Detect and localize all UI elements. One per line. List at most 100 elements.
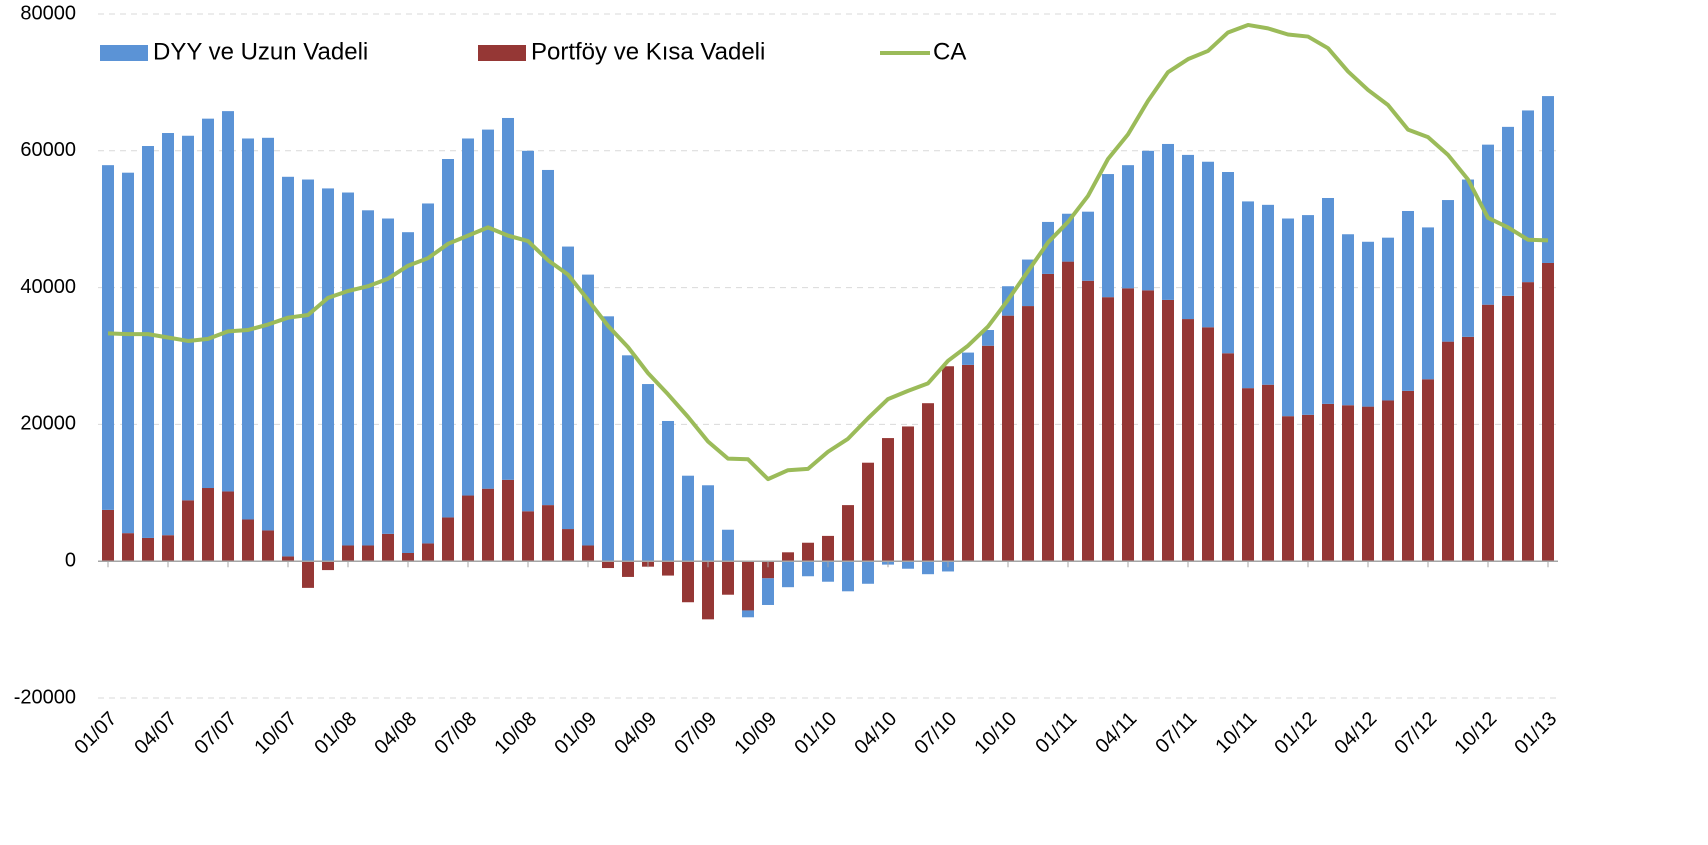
x-tick-label: 01/08 — [310, 708, 361, 759]
bar — [1182, 319, 1194, 562]
bar — [1302, 215, 1314, 415]
y-tick-label: 80000 — [20, 2, 76, 24]
bar — [902, 426, 914, 562]
bar — [1422, 379, 1434, 562]
bar — [502, 479, 514, 562]
y-tick-label: -20000 — [14, 686, 76, 708]
bar — [142, 146, 154, 538]
bar — [1102, 174, 1114, 298]
bar — [1322, 403, 1334, 562]
line-series — [107, 22, 1549, 482]
bar — [1282, 218, 1294, 417]
bar — [1442, 200, 1454, 342]
bar — [962, 364, 974, 562]
bar — [462, 138, 474, 496]
bar — [802, 542, 814, 562]
bar — [1202, 161, 1214, 328]
bar — [1342, 405, 1354, 562]
bar — [1502, 126, 1514, 296]
bar — [1322, 197, 1334, 404]
bar — [762, 578, 774, 605]
x-tick-label: 04/10 — [850, 708, 901, 759]
bar — [1122, 288, 1134, 562]
bar — [1202, 327, 1214, 562]
bar — [642, 384, 654, 562]
bar — [1002, 315, 1014, 562]
bar — [122, 172, 134, 534]
bar — [942, 366, 954, 562]
bar — [982, 330, 994, 346]
bar — [822, 535, 834, 562]
bar — [162, 133, 174, 536]
bar — [1542, 96, 1554, 263]
bar — [1482, 304, 1494, 562]
bar — [902, 561, 914, 569]
bar — [162, 535, 174, 562]
bar — [1022, 306, 1034, 562]
bar — [382, 218, 394, 534]
x-tick-label: 10/09 — [730, 708, 781, 759]
bar — [1082, 280, 1094, 562]
x-tick-label: 01/11 — [1031, 708, 1081, 758]
bar — [782, 561, 794, 588]
bar — [262, 137, 274, 531]
bar — [1242, 388, 1254, 562]
bar — [402, 552, 414, 562]
bar — [1262, 204, 1274, 385]
bar — [402, 232, 414, 553]
bar — [862, 462, 874, 562]
bar — [322, 188, 334, 562]
bar — [1062, 261, 1074, 562]
bar — [1102, 297, 1114, 562]
bar — [762, 561, 774, 579]
bar — [302, 561, 314, 588]
bar — [1022, 259, 1034, 307]
x-tick-label: 04/09 — [610, 708, 661, 759]
bar — [182, 500, 194, 562]
x-tick-label: 01/07 — [70, 708, 121, 759]
bar — [582, 274, 594, 546]
x-tick-label: 10/12 — [1450, 708, 1501, 759]
bar — [602, 561, 614, 569]
bar — [522, 150, 534, 512]
bar — [422, 203, 434, 544]
bar — [422, 543, 434, 562]
bar — [1142, 150, 1154, 291]
x-tick-label: 04/12 — [1330, 708, 1381, 759]
bar — [742, 561, 754, 611]
y-tick-label: 60000 — [20, 139, 76, 161]
bar — [1402, 210, 1414, 391]
bar — [662, 420, 674, 562]
x-tick-label: 10/10 — [970, 708, 1021, 759]
bar — [1522, 282, 1534, 562]
bar — [602, 316, 614, 562]
bar — [1522, 110, 1534, 283]
bar — [682, 475, 694, 562]
bar — [1222, 172, 1234, 354]
bar — [842, 505, 854, 562]
bar — [222, 111, 234, 492]
bar — [542, 505, 554, 562]
bar — [982, 345, 994, 562]
bar — [1382, 400, 1394, 562]
bar — [1082, 211, 1094, 281]
bar — [1302, 414, 1314, 562]
legend-swatch — [478, 45, 526, 61]
x-tick-label: 04/11 — [1091, 708, 1141, 758]
bar — [1162, 299, 1174, 562]
bar — [1462, 179, 1474, 337]
bar — [722, 561, 734, 595]
bar — [342, 545, 354, 562]
bar — [242, 519, 254, 562]
bar — [1262, 384, 1274, 562]
bar — [922, 403, 934, 562]
bar — [582, 545, 594, 562]
bar — [1142, 290, 1154, 562]
bar — [882, 438, 894, 562]
bar — [702, 485, 714, 562]
bar — [1502, 295, 1514, 562]
bar — [482, 488, 494, 562]
bar — [1362, 406, 1374, 562]
bar — [562, 246, 574, 530]
